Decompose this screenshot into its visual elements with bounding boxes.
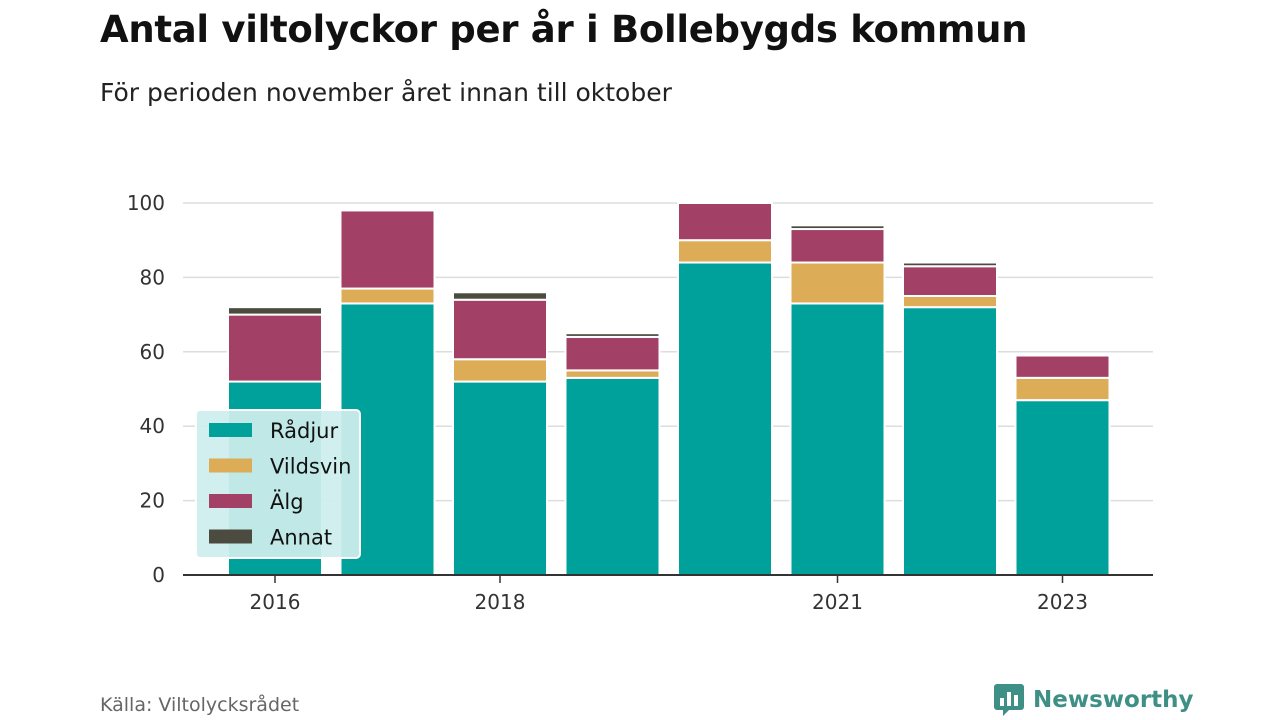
y-axis-ticks: 0 20 40 60 80 100: [127, 191, 165, 587]
bar-segment-annat: [452, 291, 548, 301]
x-tick-label: 2023: [1037, 590, 1088, 614]
chart-title: Antal viltolyckor per år i Bollebygds ko…: [100, 8, 1028, 51]
y-tick-label: 40: [140, 414, 165, 438]
bar-chart-speech-bubble-icon: [994, 684, 1024, 716]
bar-segment-radjur: [902, 306, 998, 576]
x-axis-ticks: 2016 2018 2021 2023: [250, 575, 1088, 614]
bar-segment-radjur: [677, 261, 773, 576]
bar-segment-annat: [789, 224, 886, 231]
legend: Rådjur Vildsvin Älg Annat: [195, 409, 361, 559]
chart-subtitle: För perioden november året innan till ok…: [100, 78, 672, 107]
source-note: Källa: Viltolycksrådet: [100, 694, 300, 716]
x-tick-label: 2021: [812, 590, 863, 614]
legend-swatch-annat: [209, 529, 252, 544]
y-tick-label: 20: [140, 489, 165, 513]
bar-segment-vildsvin: [564, 369, 661, 379]
legend-box: [195, 409, 361, 559]
bar-segment-alg: [452, 298, 548, 361]
bar-segment-alg: [677, 202, 773, 242]
bar-segment-radjur: [564, 376, 661, 576]
legend-swatch-vildsvin: [209, 458, 252, 473]
bar-segment-vildsvin: [339, 287, 436, 305]
bar-segment-vildsvin: [452, 358, 548, 383]
legend-swatch-alg: [209, 494, 252, 508]
bar-segment-radjur: [789, 302, 886, 576]
bar-segment-vildsvin: [677, 239, 773, 264]
bar-segment-vildsvin: [1014, 376, 1111, 402]
x-tick-label: 2018: [475, 590, 526, 614]
legend-swatch-radjur: [209, 423, 252, 437]
legend-label: Vildsvin: [270, 455, 351, 479]
bar-segment-annat: [227, 306, 323, 316]
y-tick-label: 0: [152, 563, 165, 587]
brand-name: Newsworthy: [1033, 687, 1194, 713]
bar-segment-alg: [902, 265, 998, 297]
y-tick-label: 80: [140, 265, 165, 289]
bar-segment-alg: [227, 313, 323, 383]
bar-segment-annat: [902, 261, 998, 268]
bar-segment-annat: [564, 332, 661, 338]
bar-segment-alg: [339, 209, 436, 290]
bar-segment-vildsvin: [902, 295, 998, 309]
brand-logo: Newsworthy: [993, 682, 1194, 718]
bar-segment-radjur: [1014, 399, 1111, 576]
legend-label: Rådjur: [270, 418, 338, 443]
y-tick-label: 60: [140, 340, 165, 364]
legend-label: Älg: [270, 489, 304, 514]
bar-segment-radjur: [452, 380, 548, 576]
y-tick-label: 100: [127, 191, 165, 215]
x-tick-label: 2016: [250, 590, 301, 614]
bar-segment-alg: [789, 228, 886, 264]
bar-segment-vildsvin: [789, 261, 886, 305]
legend-label: Annat: [270, 526, 332, 550]
bar-segment-alg: [1014, 354, 1111, 379]
bar-segment-alg: [564, 335, 661, 372]
